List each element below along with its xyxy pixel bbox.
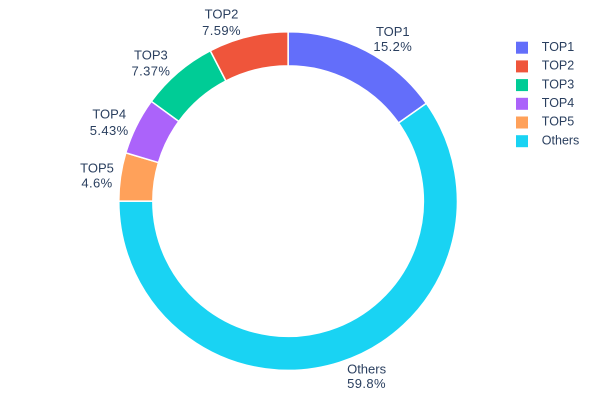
svg-text:TOP3: TOP3 bbox=[542, 77, 574, 91]
svg-text:TOP1: TOP1 bbox=[542, 40, 574, 54]
svg-text:TOP4: TOP4 bbox=[542, 96, 574, 110]
svg-text:59.8%: 59.8% bbox=[347, 376, 386, 391]
svg-text:TOP2: TOP2 bbox=[542, 59, 574, 73]
svg-text:7.37%: 7.37% bbox=[131, 63, 170, 78]
svg-text:TOP4: TOP4 bbox=[92, 106, 126, 121]
svg-text:TOP2: TOP2 bbox=[205, 7, 239, 22]
svg-text:TOP3: TOP3 bbox=[134, 48, 168, 63]
svg-text:TOP5: TOP5 bbox=[80, 161, 114, 176]
svg-text:4.6%: 4.6% bbox=[81, 176, 112, 191]
svg-text:Others: Others bbox=[542, 133, 580, 147]
svg-text:5.43%: 5.43% bbox=[90, 123, 129, 138]
svg-text:7.59%: 7.59% bbox=[202, 23, 241, 38]
svg-text:15.2%: 15.2% bbox=[373, 39, 412, 54]
svg-text:TOP5: TOP5 bbox=[542, 115, 574, 129]
svg-text:Others: Others bbox=[347, 362, 387, 377]
svg-text:TOP1: TOP1 bbox=[376, 24, 410, 39]
